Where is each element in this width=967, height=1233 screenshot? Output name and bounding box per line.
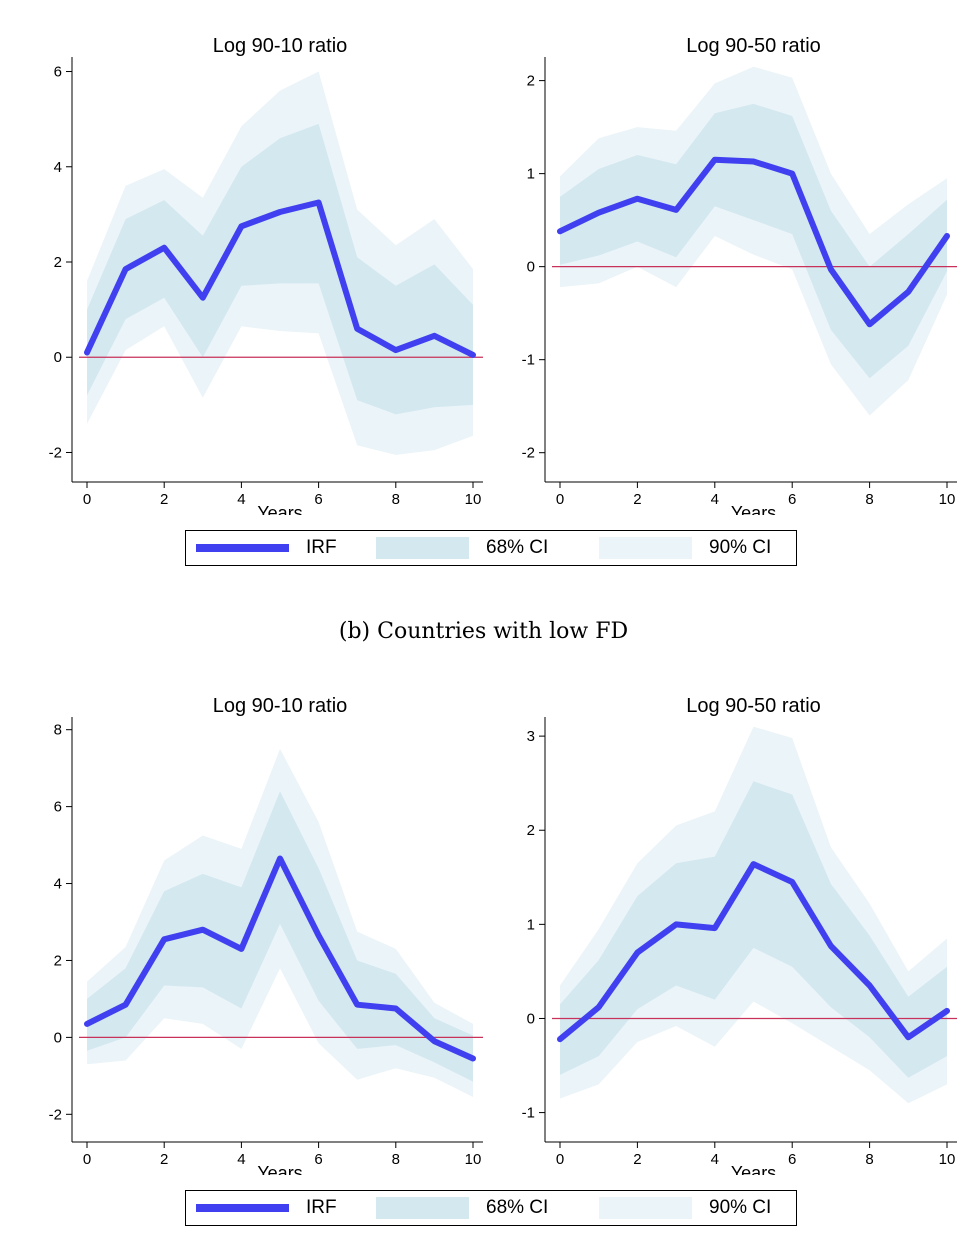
ci90-swatch <box>599 1197 692 1219</box>
y-tick-label: -2 <box>49 444 62 461</box>
irf-swatch <box>196 1204 289 1212</box>
x-tick-label: 4 <box>711 1151 719 1168</box>
x-tick-label: 2 <box>160 1151 168 1168</box>
y-tick-label: 0 <box>527 259 535 276</box>
irf-line <box>557 861 950 1043</box>
x-tick-label: 2 <box>160 491 168 508</box>
x-tick-label: 10 <box>465 1151 482 1168</box>
y-tick-label: -2 <box>522 445 535 462</box>
legend-ci68-label: 68% CI <box>486 1197 549 1218</box>
y-tick-label: 1 <box>527 166 535 183</box>
x-axis-label: Years <box>257 1163 302 1175</box>
chart-bottom-right: -1 0 1 2 3 0 2 4 6 8 10 Years Log 90-50 ratio <box>522 695 957 1175</box>
chart-title: Log 90-10 ratio <box>213 695 348 717</box>
irf-line <box>557 156 950 328</box>
y-tick-label: 2 <box>54 952 62 969</box>
y-tick-label: 4 <box>54 159 62 176</box>
x-tick-label: 6 <box>788 1151 796 1168</box>
legend-ci90-label: 90% CI <box>709 1197 772 1218</box>
legend-irf-label: IRF <box>306 537 337 558</box>
chart-bottom-left: -2 0 2 4 6 8 0 2 4 6 8 10 Years Log 90-10 ratio <box>49 695 483 1175</box>
x-tick-label: 6 <box>314 491 322 508</box>
y-tick-label: 4 <box>54 876 62 893</box>
x-tick-label: 0 <box>556 1151 564 1168</box>
y-tick-label: -2 <box>49 1106 62 1123</box>
chart-title: Log 90-50 ratio <box>686 35 821 57</box>
y-tick-label: 3 <box>527 728 535 745</box>
ci68-swatch <box>376 1197 469 1219</box>
y-tick-label: 2 <box>527 822 535 839</box>
x-tick-label: 8 <box>392 491 400 508</box>
x-tick-label: 0 <box>83 1151 91 1168</box>
chart-title: Log 90-10 ratio <box>213 35 348 57</box>
y-tick-label: 6 <box>54 799 62 816</box>
x-tick-label: 8 <box>865 1151 873 1168</box>
x-tick-label: 0 <box>83 491 91 508</box>
x-tick-label: 2 <box>633 491 641 508</box>
x-tick-label: 10 <box>939 1151 956 1168</box>
x-axis-label: Years <box>257 503 302 515</box>
x-tick-label: 8 <box>392 1151 400 1168</box>
y-tick-label: 6 <box>54 64 62 81</box>
x-tick-label: 4 <box>237 1151 245 1168</box>
x-axis-label: Years <box>731 1163 776 1175</box>
y-tick-label: 8 <box>54 722 62 739</box>
legend-item-ci68: 68% CI <box>376 1191 548 1225</box>
caption-b: (b) Countries with low FD <box>338 619 629 644</box>
chart-top-right: -2 -1 0 1 2 0 2 4 6 8 10 Years Log 90-50 ratio <box>522 35 957 515</box>
x-tick-label: 4 <box>711 491 719 508</box>
x-tick-label: 8 <box>865 491 873 508</box>
y-tick-label: 0 <box>527 1010 535 1027</box>
chart-top-left: -2 0 2 4 6 0 2 4 6 8 10 Years Log 90-10 ratio <box>49 35 483 515</box>
irf-swatch <box>196 544 289 552</box>
legend-ci90-label: 90% CI <box>709 537 772 558</box>
legend-ci68-label: 68% CI <box>486 537 549 558</box>
chart-title: Log 90-50 ratio <box>686 695 821 717</box>
y-tick-label: 2 <box>527 73 535 90</box>
legend-item-ci90: 90% CI <box>599 1191 771 1225</box>
legend-item-ci90: 90% CI <box>599 531 771 565</box>
ci68-band <box>560 103 947 379</box>
y-tick-label: -1 <box>522 1105 535 1122</box>
y-tick-label: 2 <box>54 254 62 271</box>
x-tick-label: 6 <box>788 491 796 508</box>
x-tick-label: 4 <box>237 491 245 508</box>
legend-item-irf: IRF <box>196 1191 337 1225</box>
legend-item-ci68: 68% CI <box>376 531 548 565</box>
irf-line <box>84 199 476 358</box>
x-tick-label: 2 <box>633 1151 641 1168</box>
x-tick-label: 10 <box>939 491 956 508</box>
x-tick-label: 10 <box>465 491 482 508</box>
ci90-swatch <box>599 537 692 559</box>
y-tick-label: 0 <box>54 349 62 366</box>
legend-bottom: IRF 68% CI 90% CI <box>185 1190 797 1226</box>
y-tick-label: 0 <box>54 1029 62 1046</box>
y-tick-label: -1 <box>522 352 535 369</box>
legend-item-irf: IRF <box>196 531 337 565</box>
y-tick-label: 1 <box>527 916 535 933</box>
x-tick-label: 6 <box>314 1151 322 1168</box>
legend-irf-label: IRF <box>306 1197 337 1218</box>
ci68-swatch <box>376 537 469 559</box>
legend-top: IRF 68% CI 90% CI <box>185 530 797 566</box>
ci68-band <box>560 781 947 1078</box>
irf-line <box>84 855 476 1062</box>
x-tick-label: 0 <box>556 491 564 508</box>
x-axis-label: Years <box>731 503 776 515</box>
